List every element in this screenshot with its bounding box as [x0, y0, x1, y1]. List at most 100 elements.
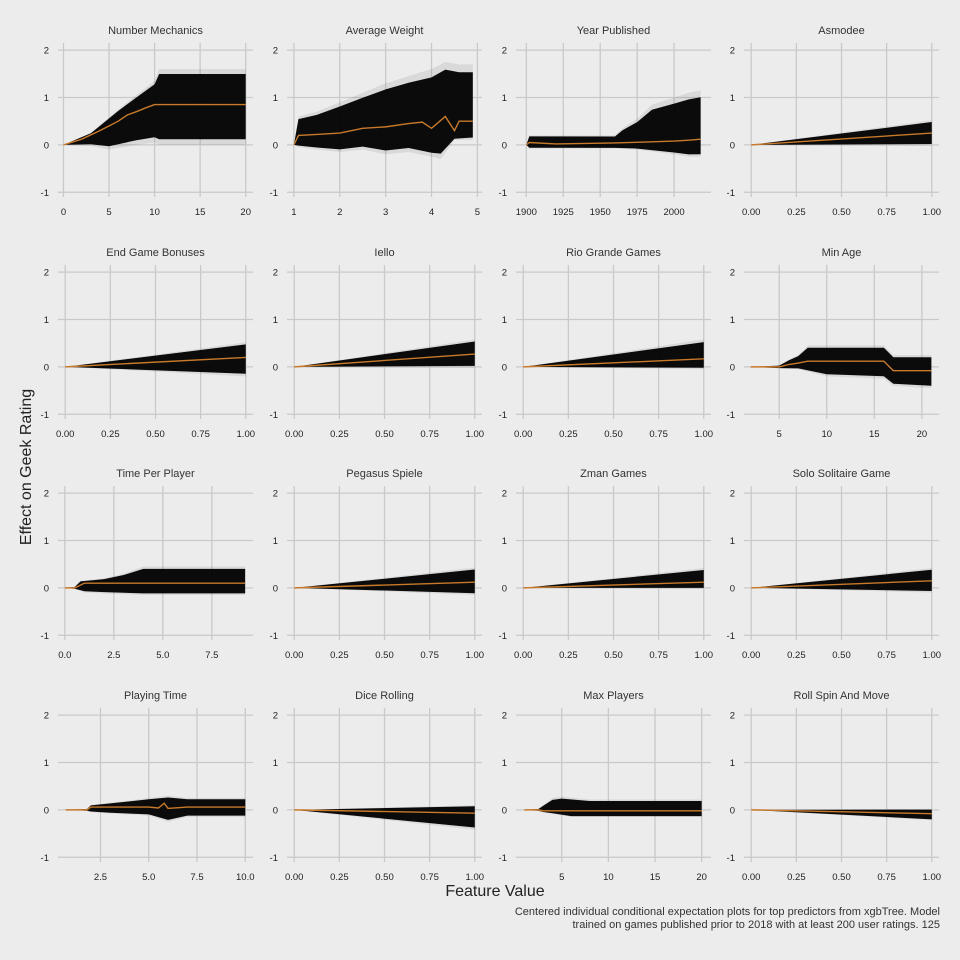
panel-title: End Game Bonuses	[106, 247, 205, 259]
y-tick-label: 0	[273, 140, 278, 151]
y-tick-label: 1	[502, 93, 507, 104]
x-tick-label: 0.00	[285, 650, 304, 661]
y-tick-label: 0	[44, 583, 49, 594]
x-tick-label: 0.75	[877, 207, 896, 218]
y-tick-label: -1	[270, 631, 278, 642]
pdp-line	[751, 580, 932, 589]
panel-title: Year Published	[577, 25, 651, 37]
x-tick-label: 2000	[663, 207, 684, 218]
x-tick-label: 10	[821, 429, 832, 440]
y-tick-label: 0	[273, 362, 278, 373]
y-tick-label: 2	[273, 711, 278, 722]
x-tick-label: 20	[240, 207, 251, 218]
facet-panel: Asmodee -1 0 1 2 0.00 0.25 0.50 0.75 1.00	[727, 25, 941, 218]
x-tick-label: 15	[195, 207, 206, 218]
facet-panel: Solo Solitaire Game -1 0 1 2 0.00 0.25 0.50 0.75…	[727, 468, 941, 661]
panel-title: Dice Rolling	[355, 690, 414, 702]
pdp-line	[294, 581, 475, 589]
x-tick-label: 0.25	[101, 429, 120, 440]
y-tick-label: -1	[727, 188, 735, 199]
y-tick-label: 1	[730, 315, 735, 326]
y-tick-label: -1	[270, 853, 278, 864]
ice-curves-band	[63, 74, 246, 147]
y-tick-label: 2	[273, 268, 278, 279]
x-tick-label: 0.75	[649, 650, 668, 661]
x-tick-label: 0.25	[330, 650, 349, 661]
x-tick-label: 7.5	[190, 872, 203, 883]
ice-curves-band	[294, 341, 475, 367]
x-tick-label: 10	[603, 872, 614, 883]
y-tick-label: 1	[44, 315, 49, 326]
pdp-line	[751, 132, 932, 146]
facet-panel: Min Age -1 0 1 2 5 10 15 20	[727, 247, 939, 440]
ice-curves-band	[64, 568, 246, 594]
facet-panel: Year Published -1 0 1 2 1900 1925 1950 1975 2000	[499, 25, 711, 218]
x-tick-label: 5	[106, 207, 111, 218]
x-tick-label: 0.00	[285, 429, 304, 440]
y-tick-label: 2	[502, 268, 507, 279]
pdp-line	[523, 358, 704, 368]
y-tick-label: 2	[44, 711, 49, 722]
y-tick-label: 0	[730, 140, 735, 151]
x-tick-label: 1.00	[695, 650, 714, 661]
y-tick-label: -1	[727, 853, 735, 864]
y-tick-label: 2	[44, 268, 49, 279]
y-tick-label: 1	[502, 536, 507, 547]
ice-curves-band	[750, 347, 932, 386]
y-tick-label: 2	[44, 489, 49, 500]
x-tick-label: 1.00	[923, 872, 942, 883]
x-tick-label: 0.00	[514, 429, 533, 440]
x-tick-label: 5	[475, 207, 480, 218]
facet-panel: Roll Spin And Move -1 0 1 2 0.00 0.25 0.50 0.75 1…	[727, 690, 941, 883]
x-tick-label: 1950	[590, 207, 611, 218]
y-tick-label: 0	[730, 583, 735, 594]
y-tick-label: -1	[499, 631, 507, 642]
x-tick-label: 1925	[553, 207, 574, 218]
x-tick-label: 5	[559, 872, 564, 883]
x-tick-label: 0.25	[787, 872, 806, 883]
y-tick-label: 2	[273, 489, 278, 500]
ice-curves-band	[526, 97, 701, 155]
y-tick-label: 1	[730, 536, 735, 547]
pdp-line	[64, 582, 246, 589]
facet-panel: Time Per Player -1 0 1 2 0.0 2.5 5.0 7.5	[41, 468, 253, 661]
y-tick-label: 1	[730, 93, 735, 104]
x-tick-label: 0.75	[649, 429, 668, 440]
y-tick-label: 2	[730, 711, 735, 722]
y-tick-label: 1	[273, 93, 278, 104]
x-tick-label: 5.0	[142, 872, 155, 883]
x-tick-label: 0.50	[375, 872, 394, 883]
x-tick-label: 1.00	[923, 207, 942, 218]
x-tick-label: 0.75	[877, 650, 896, 661]
figure-caption: Centered individual conditional expectat…	[514, 906, 940, 931]
x-tick-label: 0.50	[832, 872, 851, 883]
y-tick-label: -1	[41, 410, 49, 421]
pdp-line	[294, 809, 475, 814]
panel-title: Solo Solitaire Game	[793, 468, 891, 480]
y-tick-label: -1	[499, 410, 507, 421]
y-tick-label: 1	[44, 758, 49, 769]
facet-panel: Max Players -1 0 1 2 5 10 15 20	[499, 690, 711, 883]
panel-title: Playing Time	[124, 690, 187, 702]
y-tick-label: -1	[41, 188, 49, 199]
x-tick-label: 0.25	[559, 650, 578, 661]
facet-panel: Pegasus Spiele -1 0 1 2 0.00 0.25 0.50 0.75 1.00	[270, 468, 484, 661]
x-tick-label: 0.50	[604, 429, 623, 440]
y-tick-label: -1	[727, 631, 735, 642]
y-tick-label: -1	[499, 188, 507, 199]
pdp-line	[65, 802, 246, 811]
x-tick-label: 0.50	[375, 650, 394, 661]
y-tick-label: 1	[730, 758, 735, 769]
x-tick-label: 0	[61, 207, 66, 218]
y-tick-label: 0	[44, 362, 49, 373]
x-tick-label: 0.75	[191, 429, 210, 440]
y-tick-label: -1	[727, 410, 735, 421]
x-tick-label: 20	[696, 872, 707, 883]
panel-title: Average Weight	[346, 25, 424, 37]
y-tick-label: -1	[270, 188, 278, 199]
x-tick-label: 0.75	[877, 872, 896, 883]
x-tick-label: 1	[291, 207, 296, 218]
panel-title: Rio Grande Games	[566, 247, 661, 259]
